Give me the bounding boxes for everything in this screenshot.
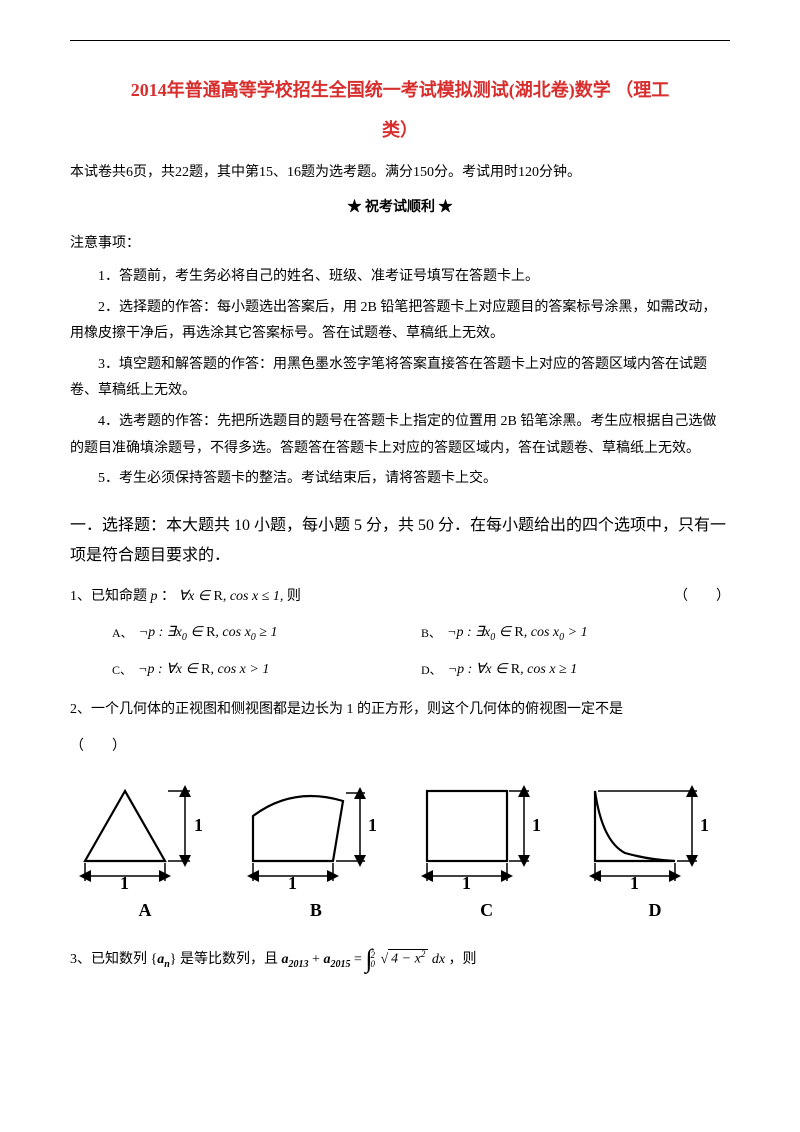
- fig-b-svg: 1 1: [238, 781, 393, 891]
- svg-text:1: 1: [630, 873, 639, 891]
- q1-b-math: ¬p : ∃x0 ∈ R, cos x0 > 1: [447, 620, 588, 647]
- exam-title: 2014年普通高等学校招生全国统一考试模拟测试(湖北卷)数学 （理工 类）: [70, 71, 730, 150]
- q1-row-1: A、 ¬p : ∃x0 ∈ R, cos x0 ≥ 1 B、 ¬p : ∃x0 …: [112, 620, 730, 647]
- notice-1: 1．答题前，考生务必将自己的姓名、班级、准考证号填写在答题卡上。: [70, 264, 730, 291]
- svg-text:1: 1: [120, 873, 129, 891]
- fig-d-svg: 1 1: [580, 781, 730, 891]
- q1-d-label: D、: [421, 659, 442, 682]
- q1-paren: （ ）: [674, 584, 730, 611]
- notice-3: 3．填空题和解答题的作答：用黑色墨水签字笔将答案直接答在答题卡上对应的答题区域内…: [70, 352, 730, 405]
- q2-stem: 2、一个几何体的正视图和侧视图都是边长为 1 的正方形，则这个几何体的俯视图一定…: [70, 702, 623, 717]
- q1-a-math: ¬p : ∃x0 ∈ R, cos x0 ≥ 1: [139, 620, 278, 647]
- question-1: 1、已知命题 p ： ∀x ∈ R, cos x ≤ 1, 则 （ ）: [70, 584, 730, 611]
- notice-heading: 注意事项：: [70, 231, 730, 258]
- title-line-2: 类）: [382, 120, 418, 140]
- question-2: 2、一个几何体的正视图和侧视图都是边长为 1 的正方形，则这个几何体的俯视图一定…: [70, 697, 730, 724]
- fig-b: 1 1 B: [238, 781, 393, 927]
- svg-text:1: 1: [194, 815, 203, 835]
- svg-text:1: 1: [700, 815, 709, 835]
- svg-text:1: 1: [368, 815, 377, 835]
- notice-4: 4．选考题的作答：先把所选题目的题号在答题卡上指定的位置用 2B 铅笔涂黑。考生…: [70, 409, 730, 462]
- q1-p: p: [151, 589, 158, 604]
- fig-a: 1 1 A: [70, 781, 220, 927]
- q2-figures: 1 1 A 1 1 B: [70, 781, 730, 927]
- question-3: 3、已知数列 {an} 是等比数列，且 a2013 + a2015 = ∫ 20…: [70, 947, 730, 974]
- sqrt-body: 4 − x2: [388, 949, 428, 967]
- fig-d-label: D: [580, 893, 730, 927]
- q1-tail: 则: [287, 589, 301, 604]
- q1-d-math: ¬p : ∀x ∈ R, cos x ≥ 1: [448, 657, 578, 684]
- section-1-title: 一．选择题：本大题共 10 小题，每小题 5 分，共 50 分．在每小题给出的四…: [70, 511, 730, 572]
- q1-colon: ：: [161, 589, 175, 604]
- q1-option-a: A、 ¬p : ∃x0 ∈ R, cos x0 ≥ 1: [112, 620, 421, 647]
- good-luck: ★ 祝考试顺利 ★: [70, 195, 730, 222]
- fig-c: 1 1 C: [412, 781, 562, 927]
- fig-c-label: C: [412, 893, 562, 927]
- fig-a-label: A: [70, 893, 220, 927]
- q1-option-b: B、 ¬p : ∃x0 ∈ R, cos x0 > 1: [421, 620, 730, 647]
- q1-row-2: C、 ¬p : ∀x ∈ R, cos x > 1 D、 ¬p : ∀x ∈ R…: [112, 657, 730, 684]
- notice-2: 2．选择题的作答：每小题选出答案后，用 2B 铅笔把答题卡上对应题目的答案标号涂…: [70, 295, 730, 348]
- q3-seq: {an}: [151, 952, 177, 967]
- integral-icon: ∫ 20: [365, 949, 377, 970]
- title-line-1: 2014年普通高等学校招生全国统一考试模拟测试(湖北卷)数学 （理工: [131, 80, 670, 100]
- exam-intro: 本试卷共6页，共22题，其中第15、16题为选考题。满分150分。考试用时120…: [70, 160, 730, 187]
- q1-c-math: ¬p : ∀x ∈ R, cos x > 1: [138, 657, 269, 684]
- svg-text:1: 1: [532, 815, 541, 835]
- q3-tail: ，则: [449, 952, 477, 967]
- q1-prefix: 1、已知命题: [70, 589, 151, 604]
- fig-c-svg: 1 1: [412, 781, 562, 891]
- q1-formula: ∀x ∈ R, cos x ≤ 1,: [179, 589, 284, 604]
- fig-d: 1 1 D: [580, 781, 730, 927]
- notice-5: 5．考生必须保持答题卡的整洁。考试结束后，请将答题卡上交。: [70, 466, 730, 493]
- q1-b-label: B、: [421, 622, 441, 645]
- q1-options: A、 ¬p : ∃x0 ∈ R, cos x0 ≥ 1 B、 ¬p : ∃x0 …: [70, 620, 730, 683]
- q1-a-label: A、: [112, 622, 133, 645]
- q1-option-c: C、 ¬p : ∀x ∈ R, cos x > 1: [112, 657, 421, 684]
- q1-c-label: C、: [112, 659, 132, 682]
- q3-mid: 是等比数列，且: [180, 952, 278, 967]
- fig-b-label: B: [238, 893, 393, 927]
- q3-prefix: 3、已知数列: [70, 952, 147, 967]
- q3-expr: a2013 + a2015 = ∫ 20 √4 − x2 dx: [282, 952, 449, 967]
- q2-paren: （ ）: [70, 739, 126, 754]
- question-2-paren-line: （ ）: [70, 734, 730, 761]
- fig-a-svg: 1 1: [70, 781, 220, 891]
- svg-text:1: 1: [462, 873, 471, 891]
- svg-text:1: 1: [288, 873, 297, 891]
- q1-option-d: D、 ¬p : ∀x ∈ R, cos x ≥ 1: [421, 657, 730, 684]
- top-rule: [70, 40, 730, 41]
